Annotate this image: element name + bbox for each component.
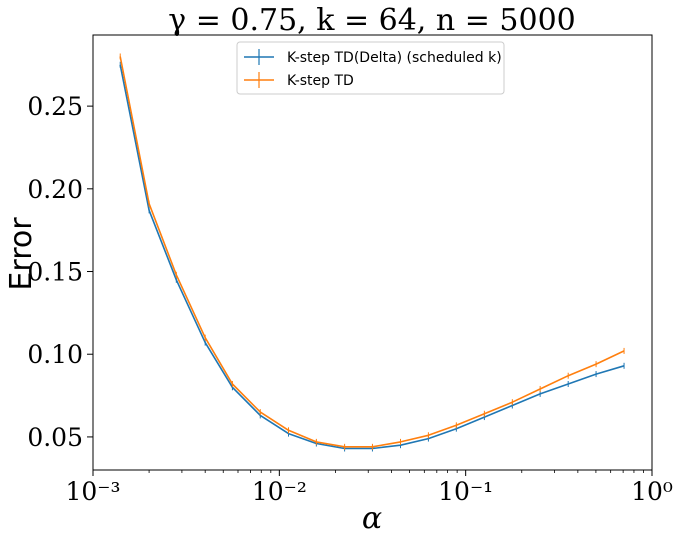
- chart-title: γ = 0.75, k = 64, n = 5000: [168, 3, 576, 38]
- x-tick-label: 10⁻¹: [438, 477, 493, 506]
- y-tick-label: 0.15: [27, 258, 83, 287]
- series-layer: [119, 53, 625, 452]
- axis-layer: 10⁻³ 10⁻² 10⁻¹ 10⁰ 0.05 0.10 0.15 0.20 0.25: [27, 92, 673, 506]
- series-line-0: [119, 64, 625, 450]
- series-line-1: [119, 56, 625, 448]
- x-axis-label: α: [362, 501, 382, 536]
- legend: K-step TD(Delta) (scheduled k) K-step TD: [236, 41, 505, 95]
- plot-area: 10⁻³ 10⁻² 10⁻¹ 10⁰ 0.05 0.10 0.15 0.20 0.25: [27, 34, 673, 506]
- x-tick-label: 10⁻²: [252, 477, 307, 506]
- y-tick-label: 0.20: [27, 175, 83, 204]
- y-tick-label: 0.10: [27, 340, 83, 369]
- y-tick-label: 0.25: [27, 92, 83, 121]
- y-axis-label: Error: [4, 217, 39, 291]
- plot-frame: [92, 34, 653, 471]
- x-tick-label: 10⁰: [631, 477, 673, 506]
- legend-entries: K-step TD(Delta) (scheduled k) K-step TD: [244, 49, 502, 89]
- legend-frame: [236, 41, 505, 95]
- legend-label: K-step TD: [287, 73, 354, 89]
- legend-label: K-step TD(Delta) (scheduled k): [287, 50, 502, 66]
- x-tick-label: 10⁻³: [65, 477, 120, 506]
- y-tick-label: 0.05: [27, 423, 83, 452]
